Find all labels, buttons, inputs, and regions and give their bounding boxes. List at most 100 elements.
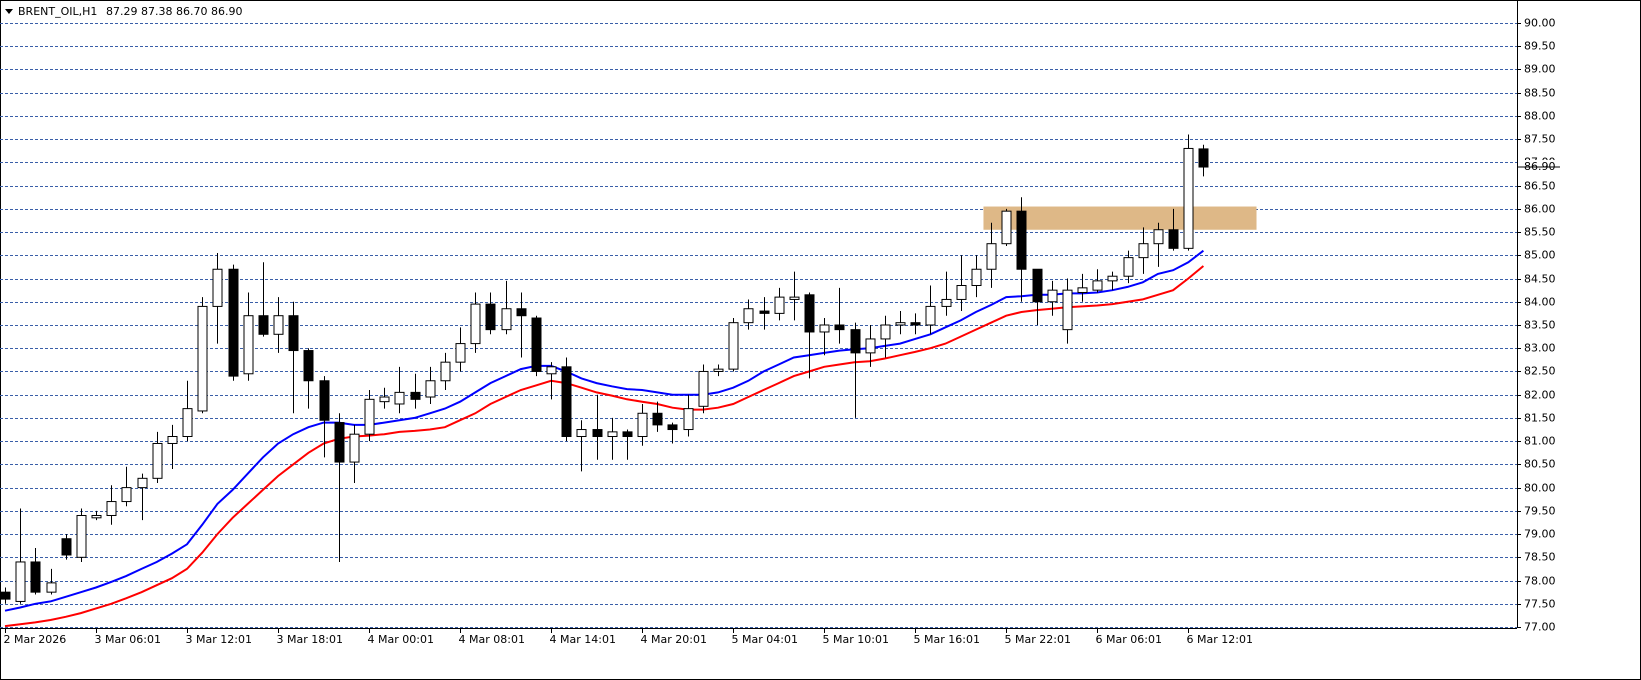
candle-body xyxy=(698,370,709,407)
x-tick-label: 4 Mar 14:01 xyxy=(550,633,616,646)
candle-body xyxy=(1092,280,1103,291)
y-tick-label: 85.00 xyxy=(1524,249,1556,262)
candle-body xyxy=(0,591,11,600)
candle-body xyxy=(379,396,390,403)
candle-body xyxy=(61,538,72,556)
y-tick-label: 83.00 xyxy=(1524,342,1556,355)
candle-body xyxy=(576,429,587,438)
candle-body xyxy=(925,305,936,326)
candle-body xyxy=(485,303,496,331)
candle-body xyxy=(834,324,845,331)
y-tick-label: 83.50 xyxy=(1524,319,1556,332)
candle-body xyxy=(394,391,405,405)
candle-body xyxy=(1001,210,1012,245)
candle-body xyxy=(455,343,466,363)
y-tick-label: 85.50 xyxy=(1524,226,1556,239)
y-tick-label: 78.00 xyxy=(1524,575,1556,588)
menu-arrow[interactable] xyxy=(5,9,13,14)
candle-body xyxy=(425,380,436,398)
y-tick-label: 86.00 xyxy=(1524,203,1556,216)
y-tick-label: 88.00 xyxy=(1524,110,1556,123)
candle-body xyxy=(819,324,830,333)
ohlc-text: 87.29 87.38 86.70 86.90 xyxy=(106,5,242,18)
y-tick-label: 87.50 xyxy=(1524,133,1556,146)
y-tick-label: 81.50 xyxy=(1524,412,1556,425)
x-tick-label: 5 Mar 16:01 xyxy=(914,633,980,646)
candle-body xyxy=(622,431,633,438)
candle-body xyxy=(1032,268,1043,303)
candle-body xyxy=(46,582,57,593)
candle-body xyxy=(941,298,952,307)
candle-body xyxy=(1198,148,1209,168)
y-tick-label: 80.50 xyxy=(1524,458,1556,471)
y-tick-label: 82.00 xyxy=(1524,389,1556,402)
candle-body xyxy=(1107,275,1118,282)
moving-average xyxy=(4,249,1205,612)
candle-body xyxy=(1138,243,1149,259)
candle-body xyxy=(971,268,982,287)
candle-body xyxy=(182,408,193,438)
x-tick-label: 3 Mar 06:01 xyxy=(95,633,161,646)
y-tick-label: 79.50 xyxy=(1524,505,1556,518)
candle-body xyxy=(106,501,117,516)
candle-body xyxy=(743,308,754,324)
y-tick-label: 89.50 xyxy=(1524,40,1556,53)
x-tick-label: 4 Mar 00:01 xyxy=(368,633,434,646)
candle-body xyxy=(986,243,997,270)
candle-body xyxy=(349,433,360,463)
candle-body xyxy=(546,366,557,375)
candle-body xyxy=(212,268,223,307)
candle-body xyxy=(789,296,800,300)
candle-body xyxy=(1047,289,1058,303)
candle-body xyxy=(1123,257,1134,277)
candle-body xyxy=(728,322,739,370)
x-tick-label: 5 Mar 22:01 xyxy=(1005,633,1071,646)
candle-body xyxy=(895,322,906,326)
candle-body xyxy=(880,324,891,340)
candle-body xyxy=(561,366,572,438)
x-tick-label: 4 Mar 08:01 xyxy=(459,633,525,646)
moving-average xyxy=(4,265,1205,628)
candle-body xyxy=(667,424,678,431)
candle-body xyxy=(258,315,269,335)
candle-body xyxy=(652,412,663,426)
y-tick-label: 88.50 xyxy=(1524,87,1556,100)
candle-body xyxy=(1077,287,1088,293)
x-tick-label: 5 Mar 04:01 xyxy=(732,633,798,646)
candle-body xyxy=(1183,147,1194,249)
candle-body xyxy=(319,380,330,421)
x-tick-label: 3 Mar 12:01 xyxy=(186,633,252,646)
candle-body xyxy=(470,303,481,345)
candle-body xyxy=(956,285,967,300)
y-tick-label: 84.00 xyxy=(1524,296,1556,309)
candle-body xyxy=(865,338,876,354)
candle-body xyxy=(637,412,648,438)
candle-body xyxy=(774,296,785,314)
x-tick-label: 3 Mar 18:01 xyxy=(277,633,343,646)
y-tick-label: 77.00 xyxy=(1524,621,1556,634)
candle-body xyxy=(759,310,770,314)
candle-body xyxy=(288,315,299,352)
y-tick-label: 81.00 xyxy=(1524,435,1556,448)
candle-body xyxy=(15,561,26,602)
candle-body xyxy=(531,317,542,372)
candle-body xyxy=(850,329,861,354)
candle-body xyxy=(1153,229,1164,245)
candle-body xyxy=(1016,210,1027,270)
candle-body xyxy=(713,368,724,372)
x-tick-label: 6 Mar 06:01 xyxy=(1096,633,1162,646)
candle-body xyxy=(121,487,132,503)
candle-body xyxy=(243,315,254,375)
candle-body xyxy=(228,268,239,377)
candle-body xyxy=(364,398,375,435)
candle-body xyxy=(137,477,148,489)
candle-body xyxy=(440,361,451,382)
candle-body xyxy=(1168,229,1179,249)
symbol: BRENT_OIL,H1 xyxy=(18,5,97,18)
candle-body xyxy=(516,308,527,317)
candle-body xyxy=(152,442,163,479)
x-tick-label: 4 Mar 20:01 xyxy=(641,633,707,646)
candle-body xyxy=(91,514,102,519)
